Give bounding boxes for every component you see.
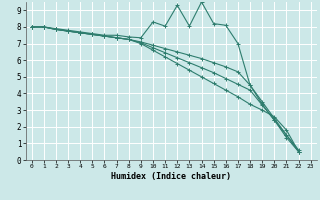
X-axis label: Humidex (Indice chaleur): Humidex (Indice chaleur) — [111, 172, 231, 181]
